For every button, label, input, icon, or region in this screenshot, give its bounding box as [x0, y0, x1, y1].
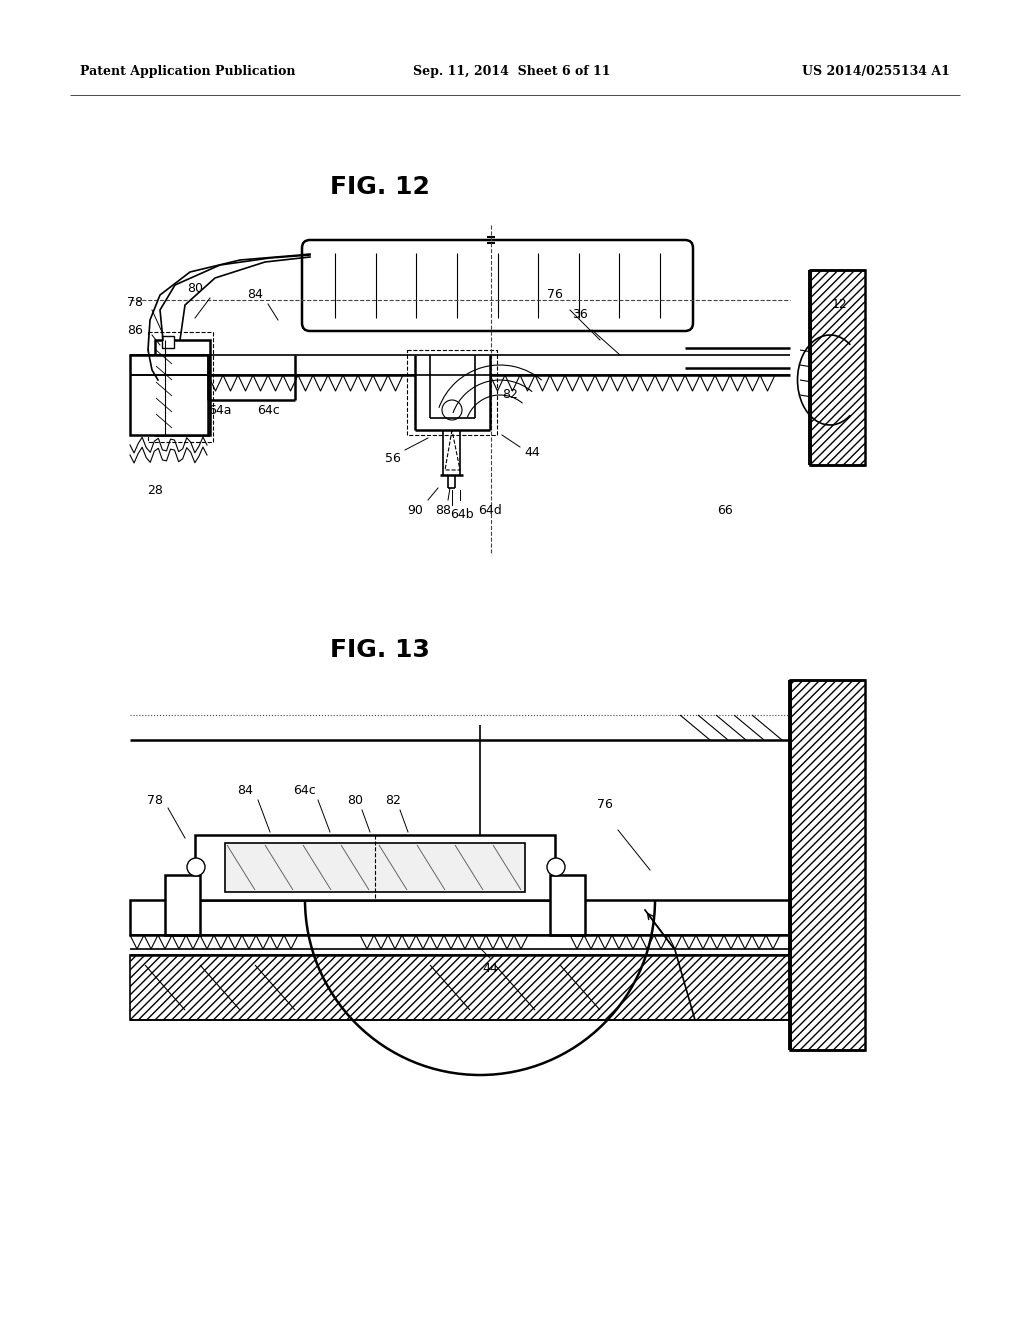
- Text: 84: 84: [238, 784, 253, 796]
- Bar: [148, 333, 213, 442]
- Text: 64c: 64c: [257, 404, 280, 417]
- Text: 78: 78: [127, 297, 143, 309]
- Text: FIG. 12: FIG. 12: [330, 176, 430, 199]
- Text: 76: 76: [597, 799, 613, 812]
- Text: 56: 56: [385, 451, 401, 465]
- Circle shape: [187, 858, 205, 876]
- Bar: [195, 836, 555, 900]
- Bar: [810, 271, 865, 465]
- Bar: [225, 843, 525, 892]
- Text: 90: 90: [408, 503, 423, 516]
- Text: 80: 80: [187, 281, 203, 294]
- Text: 82: 82: [502, 388, 518, 401]
- Bar: [130, 900, 790, 935]
- Text: 12: 12: [833, 298, 848, 312]
- Text: 88: 88: [435, 503, 451, 516]
- Text: Sep. 11, 2014  Sheet 6 of 11: Sep. 11, 2014 Sheet 6 of 11: [414, 66, 610, 78]
- Bar: [162, 337, 174, 348]
- Text: 64b: 64b: [451, 508, 474, 521]
- Text: 84: 84: [247, 289, 263, 301]
- Circle shape: [442, 400, 462, 420]
- Bar: [130, 954, 790, 1020]
- Bar: [155, 341, 210, 436]
- Text: 64d: 64d: [478, 503, 502, 516]
- Bar: [790, 680, 865, 1049]
- Text: 78: 78: [147, 793, 163, 807]
- Text: 86: 86: [127, 323, 143, 337]
- Text: 66: 66: [717, 503, 733, 516]
- Text: 64c: 64c: [294, 784, 316, 796]
- Bar: [550, 875, 585, 935]
- Text: 44: 44: [524, 446, 540, 459]
- Text: 64a: 64a: [208, 404, 231, 417]
- Text: FIG. 13: FIG. 13: [330, 638, 430, 663]
- Text: 76: 76: [547, 289, 563, 301]
- Bar: [165, 875, 200, 935]
- FancyBboxPatch shape: [302, 240, 693, 331]
- Text: 28: 28: [147, 483, 163, 496]
- Text: 80: 80: [347, 793, 362, 807]
- Bar: [407, 350, 497, 436]
- Circle shape: [547, 858, 565, 876]
- Text: 36: 36: [572, 309, 588, 322]
- Text: Patent Application Publication: Patent Application Publication: [80, 66, 296, 78]
- Text: US 2014/0255134 A1: US 2014/0255134 A1: [802, 66, 950, 78]
- Text: 44: 44: [482, 961, 498, 974]
- Text: 82: 82: [385, 793, 401, 807]
- Bar: [130, 355, 208, 436]
